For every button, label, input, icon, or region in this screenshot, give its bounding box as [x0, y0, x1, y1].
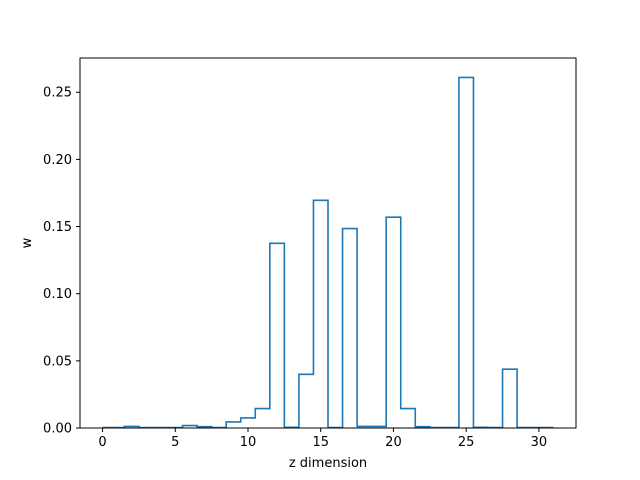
y-axis-label: w: [20, 237, 35, 248]
plot-frame: [79, 57, 577, 429]
y-tick-label: 0.25: [43, 86, 72, 101]
y-tick-label: 0.10: [43, 287, 72, 302]
x-axis-label: z dimension: [289, 456, 367, 471]
x-tick-label: 20: [385, 435, 402, 450]
x-tick-label: 25: [458, 435, 475, 450]
x-tick-label: 15: [312, 435, 329, 450]
series-line-0: [102, 76, 554, 429]
y-tick-label: 0.05: [43, 354, 72, 369]
series-group: [102, 76, 554, 429]
y-tick-label: 0.20: [43, 153, 72, 168]
ticks-group: 0 5 10 15 20 25 30 0.00 0.05 0.10 0.15 0.20 0.25: [43, 86, 547, 450]
y-tick-label: 0.15: [43, 220, 72, 235]
x-tick-label: 0: [98, 435, 106, 450]
x-tick-label: 30: [531, 435, 548, 450]
x-tick-label: 10: [240, 435, 257, 450]
y-tick-label: 0.00: [43, 422, 72, 437]
x-tick-label: 5: [171, 435, 179, 450]
